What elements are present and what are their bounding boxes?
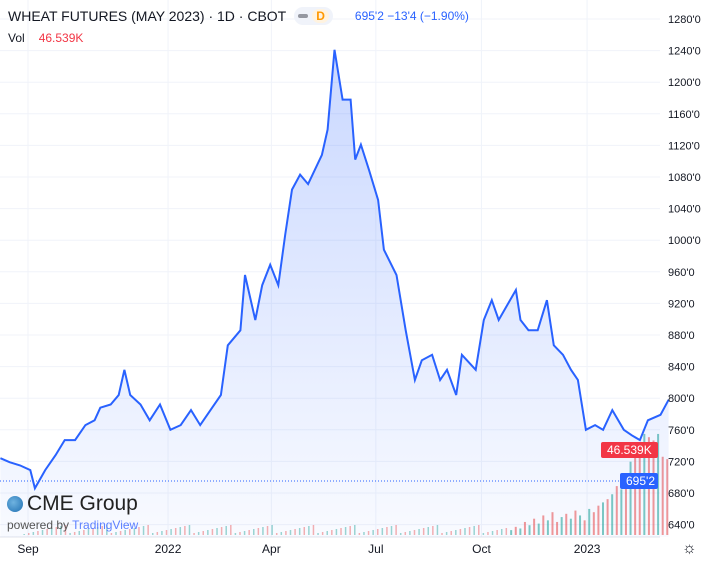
theme-settings-icon[interactable]: ☼ (682, 540, 697, 557)
price-badge-text: 695'2 (626, 474, 655, 488)
x-tick-label: Oct (472, 542, 491, 556)
symbol-title: WHEAT FUTURES (MAY 2023) · 1D · CBOT (8, 8, 287, 24)
powered-by: powered by (7, 518, 70, 532)
y-tick-label: 760'0 (668, 425, 695, 437)
y-tick-label: 1040'0 (668, 204, 701, 216)
interval-badge: D (312, 9, 329, 23)
y-tick-label: 920'0 (668, 298, 695, 310)
y-tick-label: 1080'0 (668, 172, 701, 184)
globe-icon (7, 496, 23, 512)
x-tick-label: Jul (368, 542, 383, 556)
chart-header: WHEAT FUTURES (MAY 2023) · 1D · CBOT D 6… (8, 7, 469, 25)
y-tick-label: 1160'0 (668, 109, 700, 121)
y-tick-label: 840'0 (668, 362, 695, 374)
volume-legend: Vol 46.539K (8, 31, 83, 45)
y-tick-label: 720'0 (668, 456, 695, 468)
interval-toggle[interactable]: D (294, 7, 333, 25)
price-area-fill (0, 49, 669, 538)
y-tick-label: 1200'0 (668, 77, 701, 89)
tradingview-link[interactable]: TradingView (72, 518, 139, 532)
y-tick-label: 680'0 (668, 488, 695, 500)
cme-logo[interactable]: CME Group powered by TradingView (7, 492, 138, 532)
y-tick-label: 960'0 (668, 267, 695, 279)
price-line (0, 49, 670, 491)
x-tick-label: 2023 (574, 542, 601, 556)
price-quote: 695'2 −13'4 (−1.90%) (354, 9, 469, 23)
volume-badge (601, 442, 658, 458)
y-tick-label: 1240'0 (668, 46, 701, 58)
y-tick-label: 880'0 (668, 330, 695, 342)
y-tick-label: 640'0 (668, 520, 695, 532)
y-tick-label: 800'0 (668, 393, 695, 405)
x-tick-label: Sep (17, 542, 39, 556)
brand-name: CME Group (27, 492, 138, 515)
vol-label: Vol (8, 31, 25, 45)
collapse-icon[interactable] (298, 14, 309, 18)
y-tick-label: 1120'0 (668, 140, 700, 152)
x-tick-label: 2022 (155, 542, 182, 556)
y-tick-label: 1000'0 (668, 235, 701, 247)
x-tick-label: Apr (262, 542, 281, 556)
volume-badge-text: 46.539K (607, 443, 652, 457)
price-badge (620, 472, 658, 489)
y-tick-label: 1280'0 (668, 14, 701, 26)
vol-value: 46.539K (38, 31, 84, 45)
